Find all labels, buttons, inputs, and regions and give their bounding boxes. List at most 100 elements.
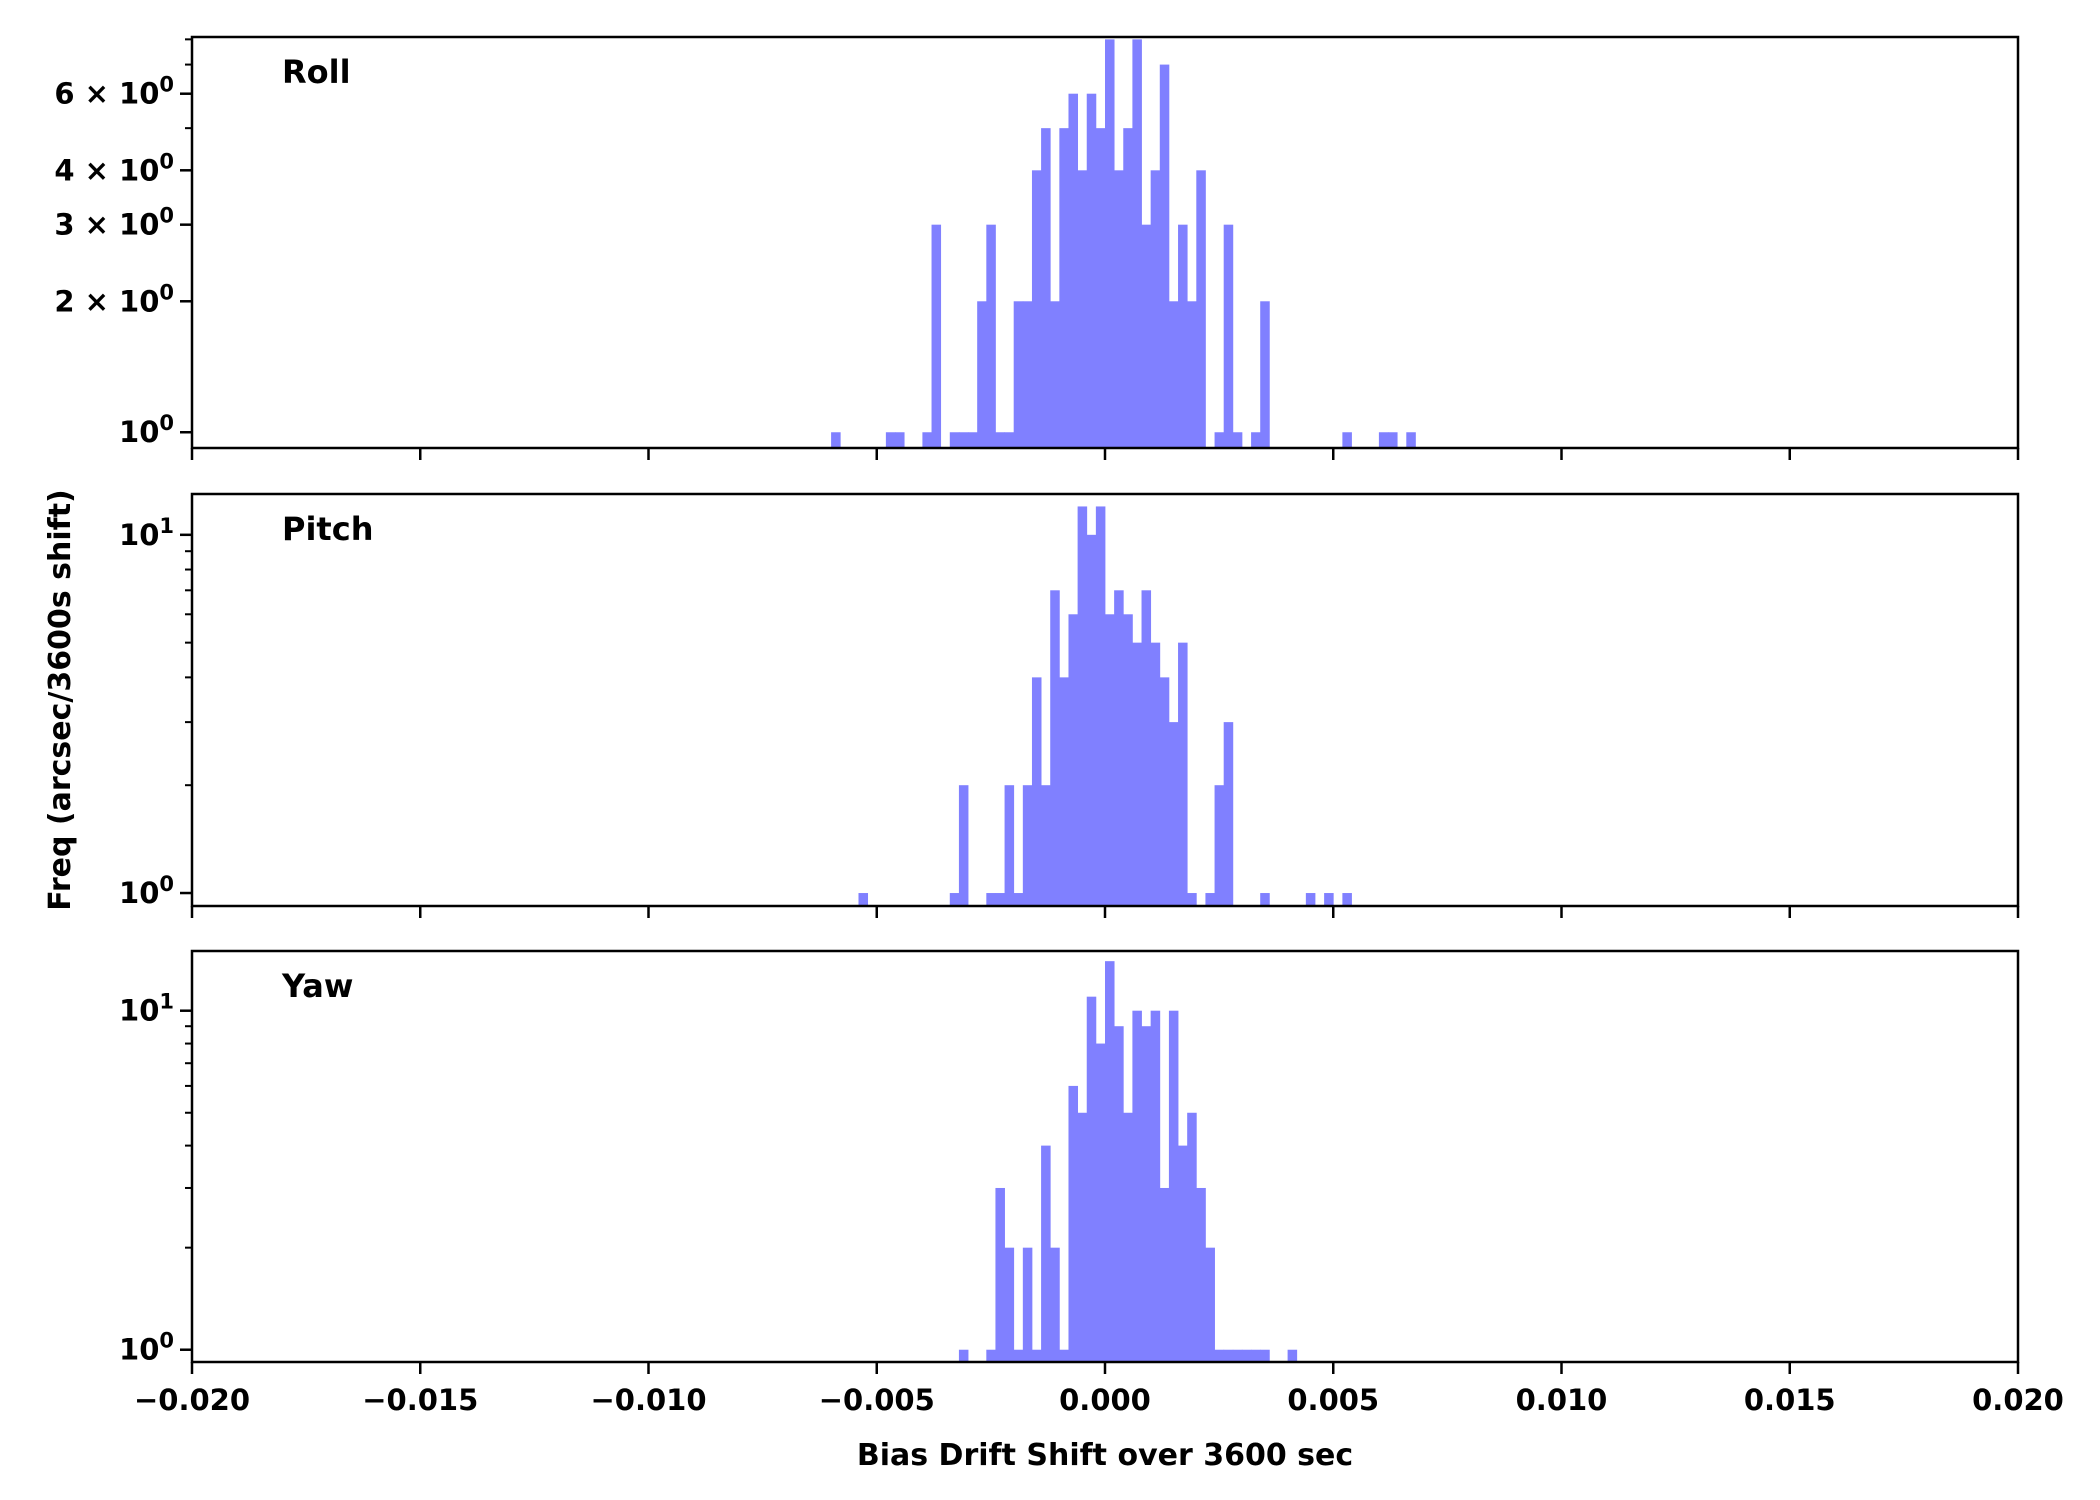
bar-yaw-14: [1105, 961, 1115, 1362]
bar-pitch-16: [1105, 614, 1115, 906]
bar-pitch-28: [1223, 722, 1234, 906]
panel-label-roll: Roll: [282, 53, 351, 91]
bar-roll-36: [1251, 432, 1261, 448]
bar-roll-35: [1232, 432, 1243, 448]
y-tick-label-roll-0: 100: [119, 411, 174, 449]
bar-yaw-27: [1223, 1349, 1234, 1362]
bar-yaw-5: [1022, 1247, 1033, 1362]
bar-pitch-23: [1168, 722, 1179, 906]
bar-yaw-19: [1150, 1010, 1161, 1362]
bar-roll-2: [895, 432, 905, 448]
bar-pitch-31: [1324, 893, 1334, 906]
x-tick-label-7: 0.015: [1744, 1383, 1836, 1417]
bar-pitch-13: [1077, 506, 1088, 906]
x-tick-label-3: −0.005: [819, 1383, 935, 1417]
bar-yaw-23: [1187, 1112, 1197, 1362]
bar-pitch-26: [1205, 893, 1215, 906]
x-tick-label-8: 0.020: [1972, 1383, 2064, 1417]
y-tick-label-pitch-1: 101: [119, 514, 174, 552]
bar-roll-32: [1196, 170, 1206, 448]
bar-pitch-27: [1214, 785, 1225, 906]
bar-roll-26: [1141, 224, 1152, 448]
bar-pitch-4: [995, 893, 1005, 906]
bar-pitch-24: [1178, 642, 1188, 906]
x-tick-label-5: 0.005: [1287, 1383, 1379, 1417]
bar-yaw-10: [1068, 1085, 1079, 1362]
bar-pitch-3: [986, 893, 996, 906]
x-tick-label-2: −0.010: [590, 1383, 706, 1417]
bar-pitch-0: [858, 893, 869, 906]
bar-roll-1: [885, 432, 896, 448]
x-tick-label-0: −0.020: [134, 1383, 250, 1417]
bar-pitch-12: [1068, 614, 1079, 906]
bar-yaw-9: [1059, 1349, 1069, 1362]
bar-roll-8: [977, 301, 987, 448]
bar-pitch-15: [1095, 506, 1106, 906]
bar-roll-30: [1178, 224, 1188, 448]
bar-yaw-0: [958, 1349, 969, 1362]
bar-yaw-4: [1013, 1349, 1024, 1362]
bar-yaw-18: [1141, 1026, 1152, 1362]
bar-roll-12: [1013, 301, 1024, 448]
bar-yaw-16: [1123, 1112, 1133, 1362]
x-tick-label-4: 0.000: [1059, 1383, 1151, 1417]
bar-pitch-19: [1132, 642, 1142, 906]
bar-roll-33: [1214, 432, 1225, 448]
bar-yaw-20: [1159, 1187, 1170, 1362]
bar-pitch-22: [1159, 677, 1170, 906]
bar-roll-6: [958, 432, 969, 448]
y-axis-label: Freq (arcsec/3600s shift): [43, 489, 78, 911]
bar-roll-3: [922, 432, 932, 448]
bar-pitch-6: [1013, 893, 1024, 906]
bar-roll-40: [1388, 432, 1398, 448]
bar-roll-20: [1086, 93, 1097, 448]
bar-roll-38: [1342, 432, 1352, 448]
bar-roll-19: [1077, 170, 1088, 448]
bar-roll-31: [1187, 301, 1197, 448]
bar-yaw-22: [1178, 1145, 1188, 1362]
bar-roll-5: [949, 432, 960, 448]
bar-pitch-10: [1050, 590, 1060, 906]
bar-yaw-30: [1251, 1349, 1261, 1362]
x-axis-label: Bias Drift Shift over 3600 sec: [857, 1438, 1353, 1473]
bar-pitch-8: [1031, 677, 1042, 906]
bar-roll-11: [1004, 432, 1015, 448]
bar-roll-7: [968, 432, 978, 448]
bar-yaw-11: [1077, 1112, 1088, 1362]
bar-roll-27: [1150, 170, 1161, 448]
bar-roll-10: [995, 432, 1005, 448]
panel-label-pitch: Pitch: [282, 510, 373, 548]
bar-yaw-1: [986, 1349, 996, 1362]
bar-pitch-21: [1150, 642, 1161, 906]
bar-yaw-6: [1031, 1349, 1042, 1362]
x-tick-label-1: −0.015: [362, 1383, 478, 1417]
bar-yaw-29: [1241, 1349, 1252, 1362]
bar-pitch-1: [949, 893, 960, 906]
bar-yaw-15: [1114, 1026, 1124, 1362]
y-tick-label-roll-3: 4 × 100: [54, 149, 174, 187]
bar-pitch-18: [1123, 614, 1133, 906]
bar-yaw-31: [1260, 1349, 1270, 1362]
panel-yaw: 100 101 Yaw: [119, 949, 2020, 1374]
bar-pitch-17: [1114, 590, 1124, 906]
bar-yaw-2: [995, 1187, 1005, 1362]
bar-pitch-32: [1342, 893, 1352, 906]
bar-roll-9: [986, 224, 996, 448]
bar-roll-18: [1068, 93, 1079, 448]
bar-yaw-24: [1196, 1187, 1206, 1362]
bar-pitch-29: [1260, 893, 1270, 906]
bar-yaw-32: [1287, 1349, 1298, 1362]
bar-roll-37: [1260, 301, 1270, 448]
bar-roll-29: [1168, 301, 1179, 448]
bar-pitch-7: [1022, 785, 1033, 906]
bar-roll-41: [1406, 432, 1416, 448]
bar-roll-24: [1123, 128, 1133, 448]
bar-roll-13: [1022, 301, 1033, 448]
panel-pitch: 100 101 Pitch: [119, 492, 2020, 918]
bar-yaw-3: [1004, 1247, 1015, 1362]
bar-pitch-5: [1004, 785, 1015, 906]
bar-yaw-13: [1095, 1043, 1106, 1362]
bar-roll-4: [931, 224, 942, 448]
